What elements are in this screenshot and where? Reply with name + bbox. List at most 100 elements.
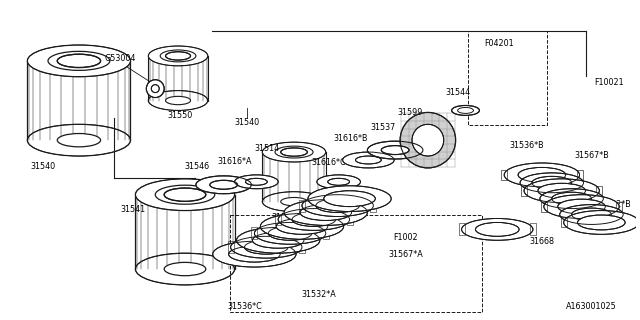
Text: 31514: 31514 xyxy=(255,144,280,153)
Bar xyxy=(459,223,465,235)
Ellipse shape xyxy=(212,241,296,267)
Text: F10021: F10021 xyxy=(595,78,624,87)
Ellipse shape xyxy=(572,208,611,221)
Text: 31567*A: 31567*A xyxy=(388,250,423,259)
Bar xyxy=(275,213,281,225)
Bar xyxy=(501,170,507,180)
Bar xyxy=(596,186,602,196)
Bar xyxy=(577,170,582,180)
Ellipse shape xyxy=(381,146,409,155)
Ellipse shape xyxy=(260,213,344,239)
Bar xyxy=(530,223,536,235)
Bar xyxy=(323,228,329,239)
Ellipse shape xyxy=(281,197,307,206)
Ellipse shape xyxy=(196,176,252,194)
Bar xyxy=(252,228,257,239)
Text: F04201: F04201 xyxy=(484,38,514,48)
Ellipse shape xyxy=(276,219,328,234)
Text: 31544: 31544 xyxy=(445,88,470,97)
Text: 31616*B: 31616*B xyxy=(333,134,368,143)
Ellipse shape xyxy=(302,195,373,217)
Ellipse shape xyxy=(412,124,444,156)
Ellipse shape xyxy=(136,179,235,211)
Ellipse shape xyxy=(504,163,580,187)
Ellipse shape xyxy=(252,232,304,248)
Text: 31540: 31540 xyxy=(235,118,260,127)
Ellipse shape xyxy=(355,156,381,164)
Text: 31546: 31546 xyxy=(185,163,210,172)
Ellipse shape xyxy=(316,199,360,212)
Bar xyxy=(299,241,305,253)
Ellipse shape xyxy=(235,175,278,189)
Ellipse shape xyxy=(292,212,335,227)
Bar xyxy=(616,202,622,212)
Text: 31536*C: 31536*C xyxy=(227,302,262,311)
Ellipse shape xyxy=(538,183,586,198)
Ellipse shape xyxy=(254,222,326,244)
Text: F1002: F1002 xyxy=(393,233,418,242)
Ellipse shape xyxy=(164,262,206,276)
Ellipse shape xyxy=(268,227,312,240)
Ellipse shape xyxy=(524,179,600,203)
Bar xyxy=(561,218,566,228)
Bar xyxy=(468,31,547,125)
Ellipse shape xyxy=(237,228,320,253)
Ellipse shape xyxy=(518,167,566,182)
Ellipse shape xyxy=(166,52,191,60)
Ellipse shape xyxy=(317,175,360,189)
Text: 31668: 31668 xyxy=(529,237,554,246)
Ellipse shape xyxy=(520,173,584,193)
Ellipse shape xyxy=(278,209,349,230)
Ellipse shape xyxy=(458,108,474,113)
Ellipse shape xyxy=(246,178,268,185)
Ellipse shape xyxy=(148,46,208,66)
Ellipse shape xyxy=(400,112,456,168)
Text: 31616*C: 31616*C xyxy=(312,158,346,167)
Ellipse shape xyxy=(577,215,625,230)
Ellipse shape xyxy=(148,91,208,110)
Ellipse shape xyxy=(228,246,280,262)
Ellipse shape xyxy=(324,191,375,207)
Ellipse shape xyxy=(452,106,479,116)
Ellipse shape xyxy=(275,146,313,158)
Bar xyxy=(541,202,547,212)
Text: 31536*A: 31536*A xyxy=(272,213,307,222)
Ellipse shape xyxy=(147,80,164,98)
Ellipse shape xyxy=(281,148,307,156)
Ellipse shape xyxy=(57,133,100,147)
Text: 31541: 31541 xyxy=(120,205,145,214)
Ellipse shape xyxy=(160,50,196,62)
Ellipse shape xyxy=(328,178,349,185)
Ellipse shape xyxy=(284,200,367,225)
Ellipse shape xyxy=(300,204,351,220)
Ellipse shape xyxy=(230,236,302,258)
Ellipse shape xyxy=(164,188,206,201)
Ellipse shape xyxy=(532,176,572,189)
Ellipse shape xyxy=(48,51,110,70)
Ellipse shape xyxy=(136,253,235,285)
Ellipse shape xyxy=(461,219,533,240)
Text: 31550: 31550 xyxy=(168,111,193,120)
Ellipse shape xyxy=(262,142,326,162)
Text: 31536*B: 31536*B xyxy=(509,140,544,150)
Ellipse shape xyxy=(28,124,131,156)
Ellipse shape xyxy=(540,189,604,209)
Text: 31532*A: 31532*A xyxy=(301,290,336,299)
Ellipse shape xyxy=(210,180,237,189)
Bar xyxy=(228,241,234,253)
Bar xyxy=(636,218,640,228)
Text: A163001025: A163001025 xyxy=(566,302,616,311)
Bar xyxy=(521,186,527,196)
Ellipse shape xyxy=(367,141,423,159)
Text: 31537: 31537 xyxy=(371,123,396,132)
Bar xyxy=(347,213,353,225)
Text: 31540: 31540 xyxy=(31,163,56,172)
Text: G53004: G53004 xyxy=(105,54,136,63)
Ellipse shape xyxy=(156,185,215,204)
Ellipse shape xyxy=(476,222,519,236)
Ellipse shape xyxy=(308,186,391,212)
Text: 31616*A: 31616*A xyxy=(218,157,252,166)
Ellipse shape xyxy=(262,192,326,212)
Text: 31567*B: 31567*B xyxy=(575,150,609,160)
Bar xyxy=(299,200,305,212)
